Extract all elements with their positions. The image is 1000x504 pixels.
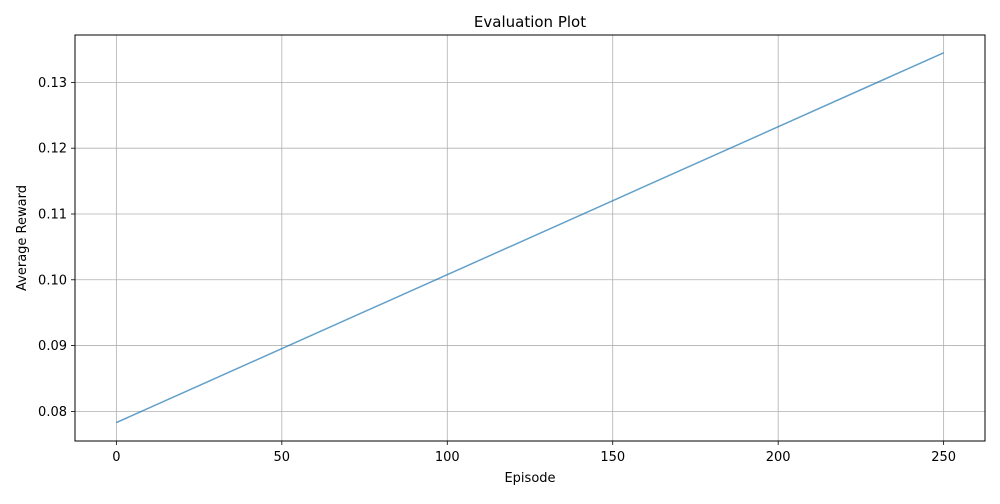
series-line bbox=[116, 52, 944, 424]
x-axis-label: Episode bbox=[504, 471, 555, 486]
tick-layer: 0 50 100 150 200 250 0.08 0.09 0.10 0.11 0.12 0.13 bbox=[38, 76, 956, 465]
grid-layer bbox=[75, 35, 985, 441]
x-tick-label: 0 bbox=[112, 450, 120, 465]
y-tick-label: 0.09 bbox=[38, 339, 67, 354]
x-tick-label: 100 bbox=[435, 450, 460, 465]
chart-title: Evaluation Plot bbox=[474, 13, 586, 31]
y-tick-label: 0.08 bbox=[38, 405, 67, 420]
y-axis-label: Average Reward bbox=[15, 185, 30, 291]
y-tick-label: 0.11 bbox=[38, 207, 67, 222]
series-layer bbox=[116, 52, 944, 424]
x-tick-label: 50 bbox=[274, 450, 291, 465]
x-tick-label: 150 bbox=[600, 450, 625, 465]
x-tick-label: 250 bbox=[931, 450, 956, 465]
plot-area-frame bbox=[74, 34, 986, 442]
y-tick-label: 0.13 bbox=[38, 76, 67, 91]
y-tick-label: 0.10 bbox=[38, 273, 67, 288]
y-tick-label: 0.12 bbox=[38, 142, 67, 157]
x-tick-label: 200 bbox=[766, 450, 791, 465]
